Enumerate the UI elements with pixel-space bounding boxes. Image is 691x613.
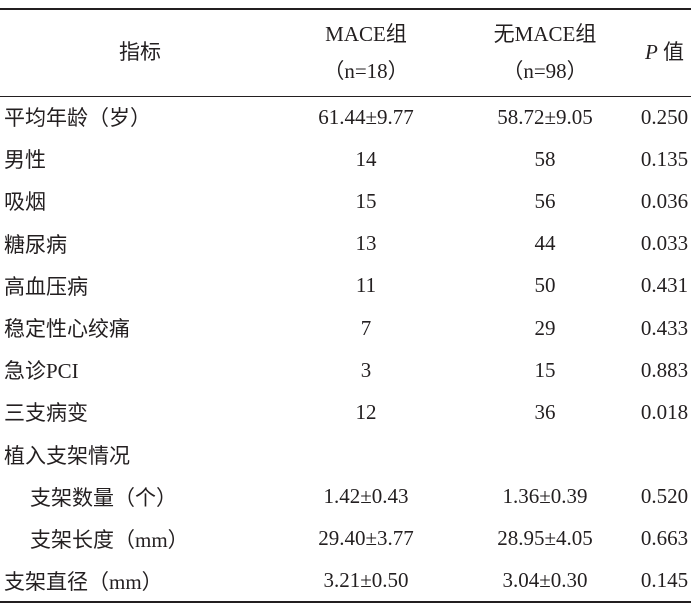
header-text: P <box>644 40 658 65</box>
table-cell: 急诊PCI <box>4 359 79 384</box>
table-cell <box>280 434 452 476</box>
table-row: 平均年龄（岁） 61.44±9.77 58.72±9.05 0.250 <box>0 96 691 138</box>
table-cell: 0.036 <box>640 188 689 213</box>
header-cell: P 值 <box>638 9 691 96</box>
table-cell: 0.145 <box>640 568 689 593</box>
table-cell: 0.135 <box>640 146 689 171</box>
table-row: 支架长度（mm） 29.40±3.77 28.95±4.05 0.663 <box>0 518 691 560</box>
header-text: 值 <box>663 40 685 65</box>
header-subtext: （n=98） <box>502 58 588 83</box>
table-cell: 0.033 <box>640 231 689 256</box>
table-cell: 0.520 <box>640 484 689 509</box>
table-cell <box>638 434 691 476</box>
table-cell: 11 <box>355 273 377 298</box>
table-cell: 植入支架情况 <box>4 443 130 468</box>
table-cell: 3.04±0.30 <box>502 568 588 593</box>
table-cell: 15 <box>534 357 556 382</box>
table-cell: 56 <box>534 188 556 213</box>
table-cell: 29 <box>534 315 556 340</box>
table-cell: 三支病变 <box>4 401 88 426</box>
table-row: 支架直径（mm） 3.21±0.50 3.04±0.30 0.145 <box>0 560 691 602</box>
table-row: 支架数量（个） 1.42±0.43 1.36±0.39 0.520 <box>0 476 691 518</box>
table-row: 稳定性心绞痛 7 29 0.433 <box>0 307 691 349</box>
table-cell: 支架直径（mm） <box>4 569 163 594</box>
header-cell: 指标 <box>0 9 280 96</box>
table-cell: 稳定性心绞痛 <box>4 317 130 342</box>
table-cell: 13 <box>355 231 377 256</box>
table-cell: 吸烟 <box>4 190 46 215</box>
table-cell: 1.36±0.39 <box>502 484 588 509</box>
table-cell: 61.44±9.77 <box>318 104 414 129</box>
table-cell: 58.72±9.05 <box>497 104 593 129</box>
table-cell: 支架长度（mm） <box>30 527 189 552</box>
table-row: 急诊PCI 3 15 0.883 <box>0 349 691 391</box>
header-subtext: （n=18） <box>323 58 409 83</box>
header-cell: MACE组 （n=18） <box>280 9 452 96</box>
table-cell: 支架数量（个） <box>30 485 177 510</box>
table-cell: 0.431 <box>640 273 689 298</box>
table-cell: 15 <box>355 188 377 213</box>
table-row: 植入支架情况 <box>0 434 691 476</box>
table-cell: 0.433 <box>640 315 689 340</box>
table-cell: 28.95±4.05 <box>497 526 593 551</box>
table-cell: 0.018 <box>640 399 689 424</box>
table-cell: 12 <box>355 399 377 424</box>
table-cell: 36 <box>534 399 556 424</box>
table-row: 男性 14 58 0.135 <box>0 138 691 180</box>
table-row: 高血压病 11 50 0.431 <box>0 265 691 307</box>
table-cell: 1.42±0.43 <box>323 484 409 509</box>
table-cell: 0.663 <box>640 526 689 551</box>
table-cell <box>452 434 638 476</box>
table-cell: 7 <box>360 315 372 340</box>
header-row: 指标 MACE组 （n=18） 无MACE组 （n=98） P 值 <box>0 9 691 96</box>
table-cell: 44 <box>534 231 556 256</box>
table-cell: 29.40±3.77 <box>318 526 414 551</box>
table-cell: 高血压病 <box>4 274 88 299</box>
header-text: MACE组 <box>325 21 407 46</box>
table-cell: 0.250 <box>640 104 689 129</box>
table-row: 糖尿病 13 44 0.033 <box>0 223 691 265</box>
table-cell: 糖尿病 <box>4 232 67 257</box>
header-cell: 无MACE组 （n=98） <box>452 9 638 96</box>
table-cell: 50 <box>534 273 556 298</box>
table-row: 吸烟 15 56 0.036 <box>0 180 691 222</box>
table-cell: 0.883 <box>640 357 689 382</box>
table-header: 指标 MACE组 （n=18） 无MACE组 （n=98） P 值 <box>0 9 691 96</box>
data-table: 指标 MACE组 （n=18） 无MACE组 （n=98） P 值 平均年龄（岁） 6… <box>0 8 691 603</box>
table-cell: 3 <box>360 357 372 382</box>
table-cell: 3.21±0.50 <box>323 568 409 593</box>
header-text: 指标 <box>119 40 161 65</box>
table-row: 三支病变 12 36 0.018 <box>0 391 691 433</box>
header-text: 无MACE组 <box>493 21 597 46</box>
table-cell: 平均年龄（岁） <box>4 106 151 131</box>
table-body: 平均年龄（岁） 61.44±9.77 58.72±9.05 0.250 男性 14 58 0.… <box>0 96 691 603</box>
table-cell: 男性 <box>4 148 46 173</box>
table-cell: 58 <box>534 146 556 171</box>
table-cell: 14 <box>355 146 377 171</box>
